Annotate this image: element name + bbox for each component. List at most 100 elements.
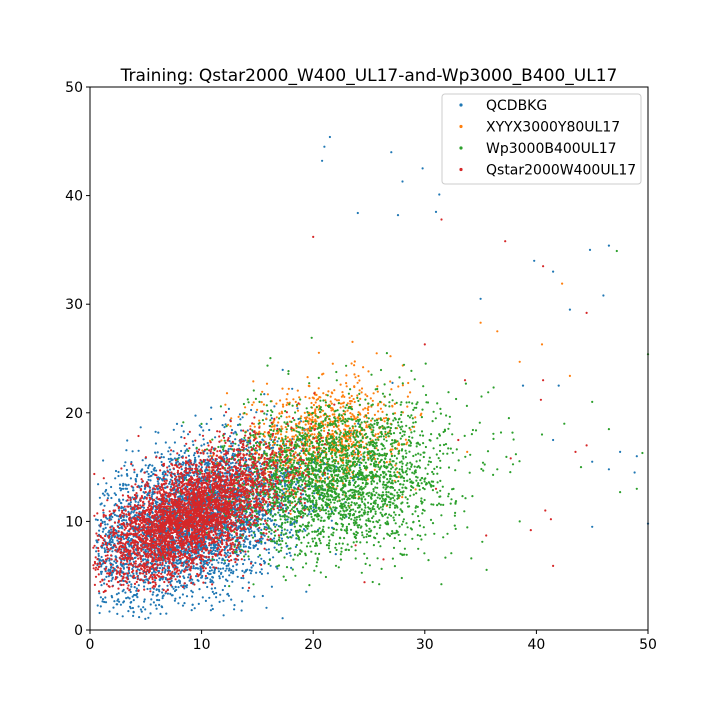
scatter-point (221, 557, 224, 560)
scatter-point (367, 417, 370, 420)
scatter-point (132, 614, 135, 618)
scatter-point (217, 561, 220, 564)
scatter-point (248, 569, 251, 572)
scatter-point (139, 470, 142, 473)
scatter-point (377, 402, 380, 405)
scatter-point (240, 576, 243, 580)
scatter-point (157, 570, 160, 573)
scatter-point (207, 461, 210, 464)
scatter-point (314, 425, 317, 428)
scatter-point (277, 421, 280, 424)
scatter-point (328, 135, 331, 139)
scatter-point (263, 393, 266, 396)
scatter-point (130, 583, 133, 586)
scatter-point (211, 576, 215, 579)
scatter-point (278, 412, 281, 415)
scatter-point (373, 413, 376, 416)
scatter-point (168, 446, 171, 449)
scatter-point (103, 520, 106, 524)
scatter-point (206, 452, 209, 455)
scatter-point (213, 592, 216, 595)
scatter-point (270, 519, 273, 523)
scatter-point (187, 551, 190, 554)
scatter-point (243, 558, 246, 562)
scatter-point (119, 501, 122, 505)
scatter-point (344, 437, 347, 440)
scatter-point (377, 432, 380, 435)
scatter-point (335, 399, 339, 402)
scatter-point (376, 385, 379, 388)
scatter-point (411, 537, 414, 540)
scatter-point (379, 407, 382, 410)
scatter-point (147, 616, 150, 619)
scatter-point (607, 244, 611, 247)
scatter-point (188, 579, 191, 582)
scatter-point (165, 529, 168, 532)
scatter-point (111, 546, 114, 549)
scatter-point (366, 395, 369, 398)
scatter-point (250, 408, 253, 412)
scatter-point (591, 525, 594, 528)
scatter-point (193, 474, 196, 477)
scatter-point (406, 395, 409, 398)
scatter-point (201, 449, 204, 452)
scatter-point (283, 482, 287, 485)
scatter-point (331, 454, 334, 458)
scatter-point (232, 570, 235, 573)
scatter-point (540, 343, 544, 346)
scatter-point (100, 570, 103, 573)
scatter-point (334, 498, 337, 501)
scatter-point (337, 428, 340, 431)
scatter-point (147, 472, 150, 476)
scatter-point (234, 438, 237, 441)
scatter-point (148, 486, 152, 489)
scatter-point (238, 548, 241, 551)
scatter-point (188, 474, 191, 477)
scatter-point (156, 593, 159, 597)
scatter-point (103, 504, 106, 507)
scatter-point (342, 416, 345, 419)
scatter-point (330, 519, 333, 522)
scatter-point (269, 564, 272, 567)
scatter-point (180, 436, 183, 439)
scatter-point (258, 538, 261, 541)
scatter-point (150, 598, 153, 601)
scatter-point (104, 601, 108, 604)
scatter-point (250, 534, 253, 537)
scatter-point (140, 485, 143, 488)
scatter-point (306, 444, 309, 447)
scatter-point (225, 392, 229, 395)
scatter-point (264, 542, 267, 545)
scatter-point (146, 578, 149, 581)
scatter-point (381, 410, 384, 413)
scatter-point (244, 553, 247, 556)
scatter-point (273, 546, 276, 549)
scatter-point (210, 569, 213, 572)
scatter-point (230, 598, 233, 601)
scatter-point (182, 430, 185, 433)
scatter-point (157, 588, 160, 591)
scatter-point (320, 477, 323, 480)
scatter-point (385, 461, 388, 464)
scatter-point (336, 416, 339, 419)
scatter-point (181, 495, 184, 498)
scatter-point (333, 389, 336, 392)
scatter-point (106, 492, 109, 495)
scatter-point (334, 553, 337, 556)
scatter-point (103, 582, 106, 585)
scatter-point (220, 561, 223, 564)
scatter-point (200, 576, 203, 579)
scatter-point (323, 145, 326, 148)
scatter-point (113, 492, 116, 495)
scatter-point (110, 573, 113, 577)
scatter-point (132, 599, 135, 602)
scatter-point (299, 476, 302, 479)
scatter-point (275, 416, 278, 419)
scatter-point (197, 465, 200, 468)
scatter-point (210, 563, 214, 566)
scatter-point (351, 427, 355, 430)
scatter-point (108, 557, 111, 560)
scatter-point (127, 610, 130, 613)
scatter-point (267, 517, 270, 520)
scatter-point (331, 429, 334, 432)
